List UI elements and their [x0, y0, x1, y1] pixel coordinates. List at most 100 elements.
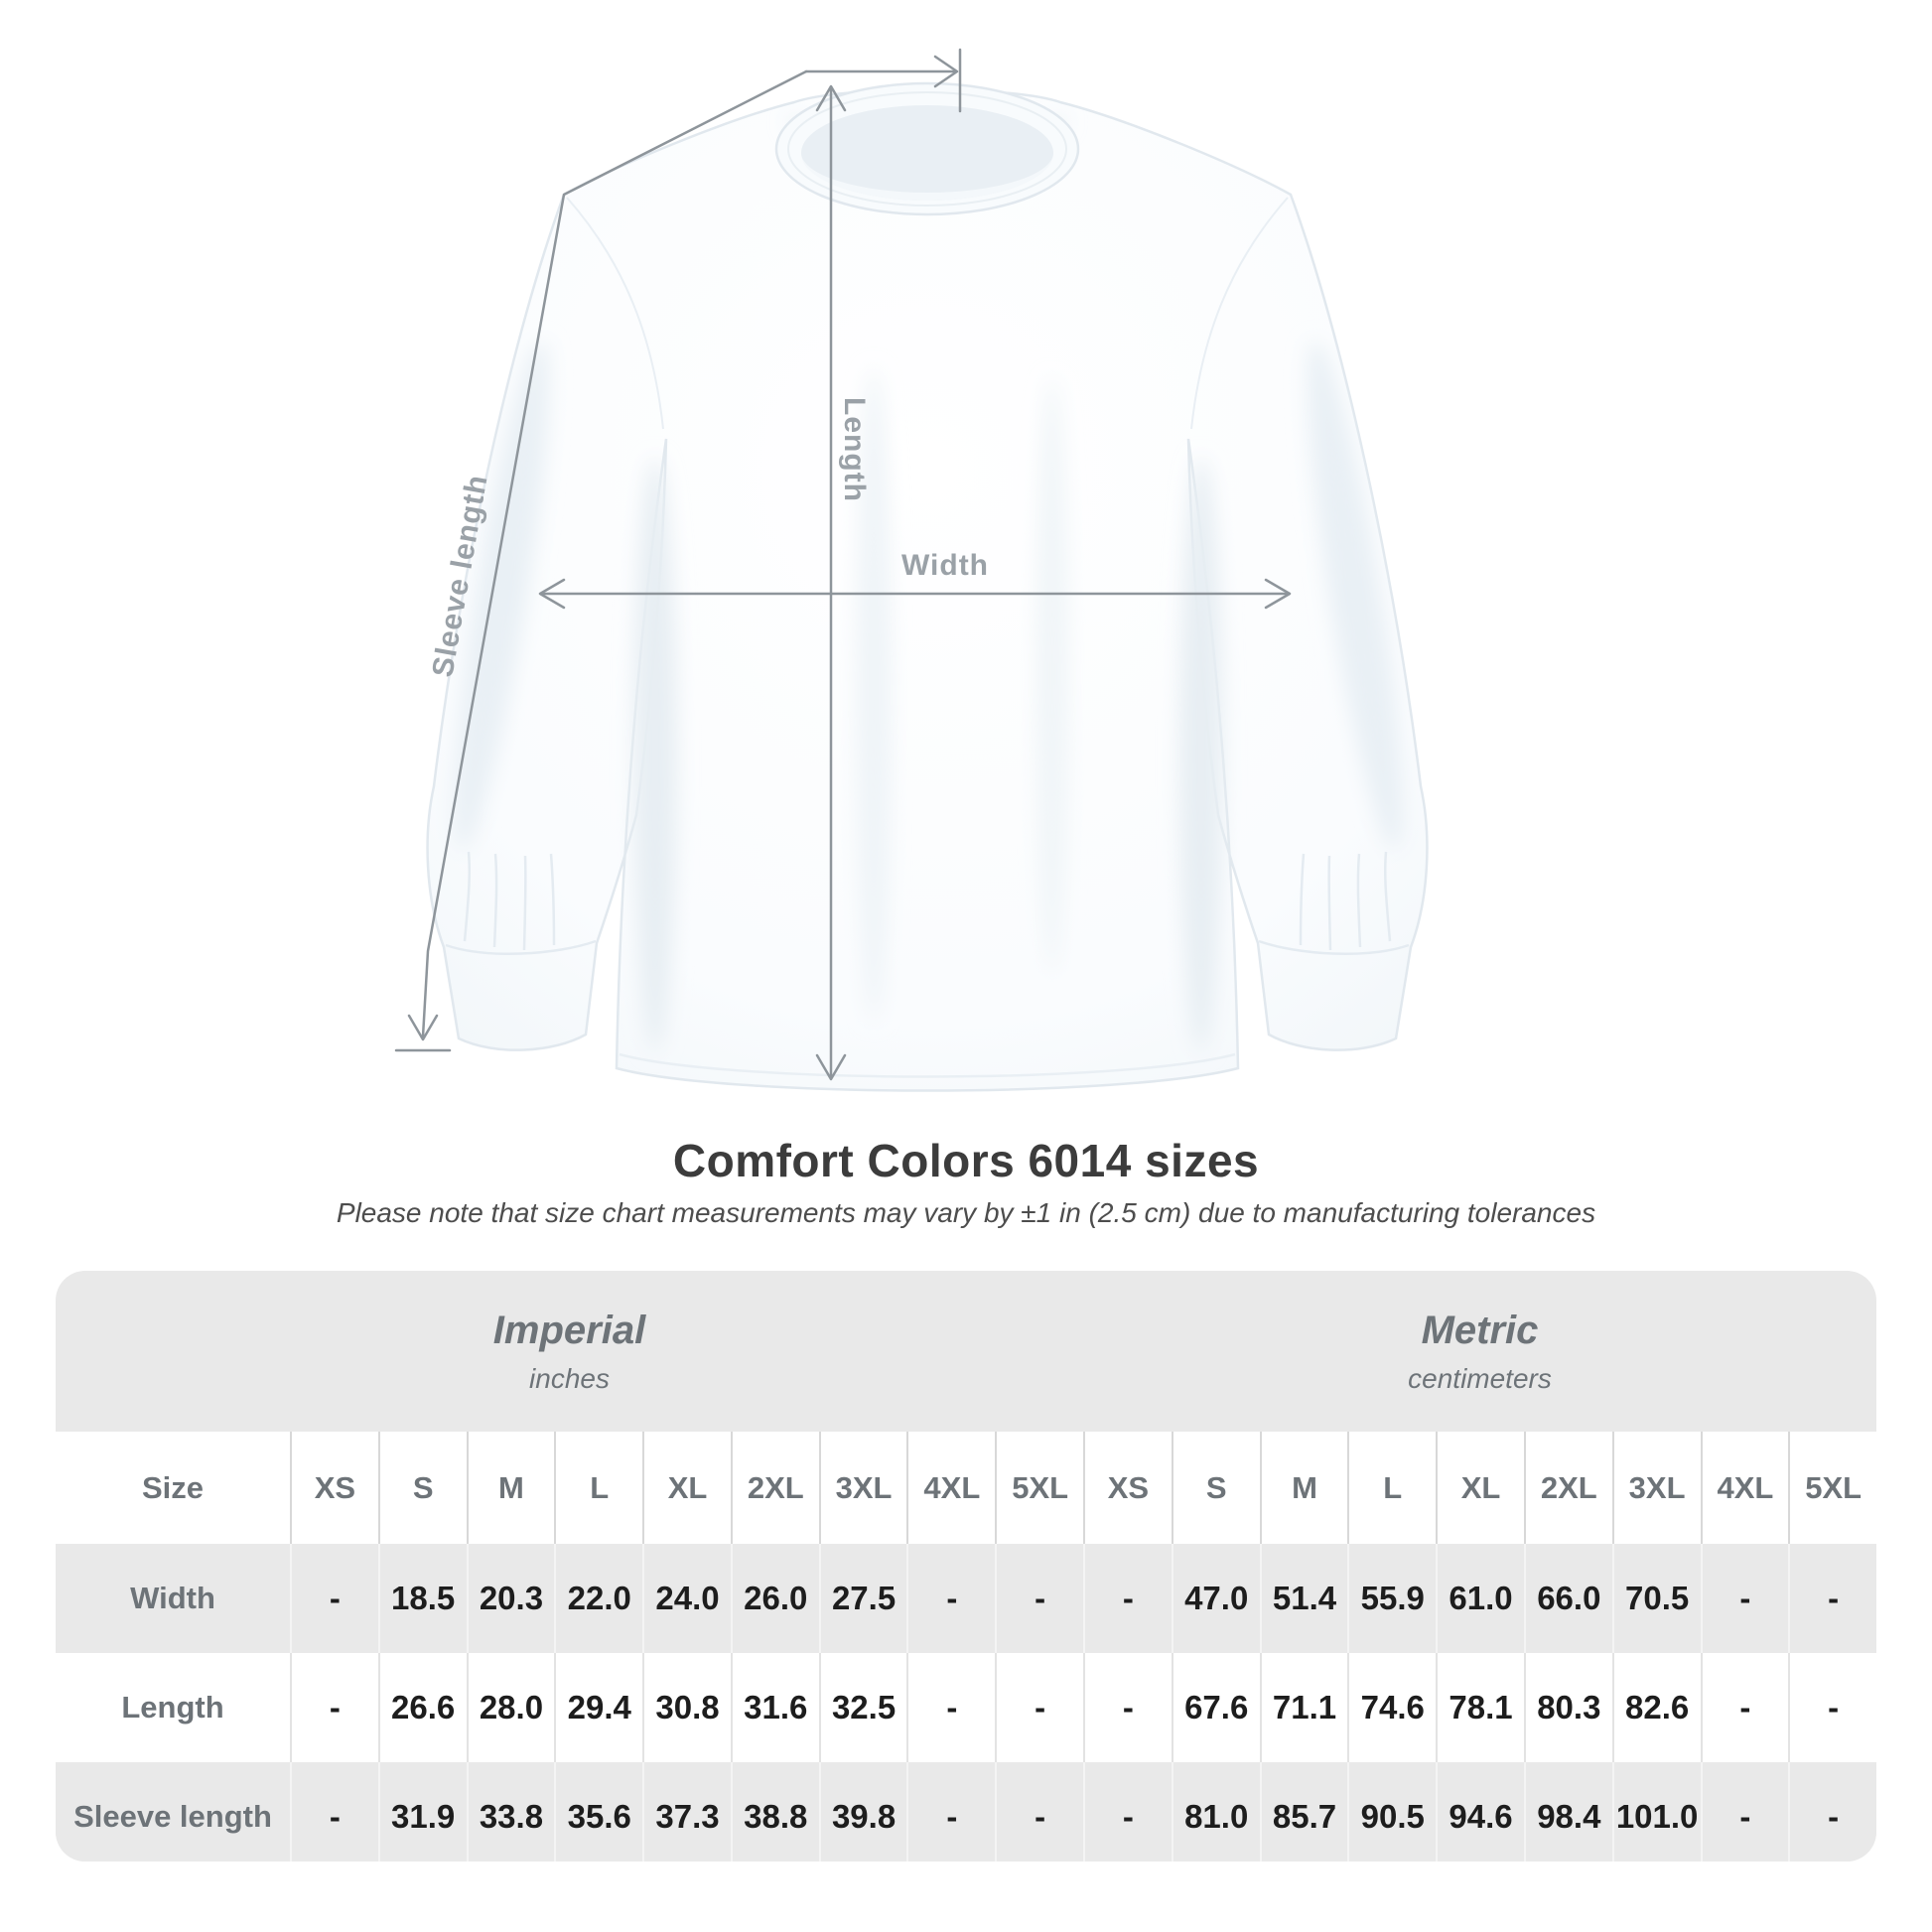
size-header-metric-xs: XS [1083, 1432, 1172, 1544]
measurement-value: 90.5 [1347, 1762, 1436, 1862]
measurement-value: 81.0 [1171, 1762, 1260, 1862]
size-header-metric-xl: XL [1436, 1432, 1524, 1544]
measurement-value: 66.0 [1523, 1544, 1612, 1653]
measurement-value: 32.5 [818, 1653, 907, 1762]
size-header-imperial-s: S [377, 1432, 467, 1544]
measurement-value: - [906, 1653, 995, 1762]
imperial-group-header: Imperial inches [56, 1271, 1083, 1432]
width-measure-label: Width [900, 549, 990, 582]
row-label: Width [130, 1581, 215, 1615]
measurement-value: 37.3 [642, 1762, 731, 1862]
measurement-value: - [1788, 1653, 1876, 1762]
measurement-value: 26.6 [377, 1653, 467, 1762]
imperial-group-unit: inches [529, 1362, 610, 1394]
measurement-value: 20.3 [466, 1544, 555, 1653]
row-label: Sleeve length [73, 1799, 272, 1834]
measurement-value: 67.6 [1171, 1653, 1260, 1762]
measurement-value: - [1083, 1544, 1172, 1653]
measurement-value: - [906, 1762, 995, 1862]
measurement-value: - [995, 1653, 1083, 1762]
shirt-silhouette [426, 81, 1429, 1092]
measurement-value: 18.5 [377, 1544, 467, 1653]
measurement-row-length: Length -26.6 28.0 29.4 30.8 31.6 32.5- - -67.6 71… [56, 1653, 1876, 1762]
measurement-value: 22.0 [554, 1544, 642, 1653]
right-chevron-icon [1264, 578, 1292, 610]
measurement-value: 39.8 [818, 1762, 907, 1862]
measurement-value: 28.0 [466, 1653, 555, 1762]
metric-group-unit: centimeters [1408, 1362, 1552, 1394]
size-header-metric-l: L [1347, 1432, 1436, 1544]
measurement-value: 85.7 [1259, 1762, 1348, 1862]
measurement-value: 29.4 [554, 1653, 642, 1762]
measurement-value: - [1700, 1762, 1789, 1862]
measurement-value: 101.0 [1611, 1762, 1701, 1862]
size-header-metric-s: S [1171, 1432, 1260, 1544]
measurement-value: - [1700, 1544, 1789, 1653]
measurement-value: 38.8 [730, 1762, 819, 1862]
measurement-value: 30.8 [642, 1653, 731, 1762]
size-table: Imperial inches Metric centimeters Size … [56, 1271, 1876, 1862]
measurement-value: 24.0 [642, 1544, 731, 1653]
tolerance-note: Please note that size chart measurements… [336, 1197, 1596, 1228]
measurement-value: 80.3 [1523, 1653, 1612, 1762]
measurement-value: 51.4 [1259, 1544, 1348, 1653]
size-header-metric-2xl: 2XL [1523, 1432, 1612, 1544]
size-header-imperial-xl: XL [642, 1432, 731, 1544]
measurement-lines [394, 48, 1292, 1081]
right-chevron-icon [933, 55, 959, 88]
size-header-imperial-l: L [554, 1432, 642, 1544]
measurement-value: 31.9 [377, 1762, 467, 1862]
left-chevron-icon [538, 578, 566, 610]
metric-group-title: Metric [1421, 1308, 1539, 1352]
size-header-imperial-4xl: 4XL [906, 1432, 995, 1544]
metric-group-header: Metric centimeters [1083, 1271, 1876, 1432]
measurement-value: 71.1 [1259, 1653, 1348, 1762]
size-header-imperial-xs: XS [290, 1432, 378, 1544]
size-header-imperial-3xl: 3XL [818, 1432, 907, 1544]
unit-group-row: Imperial inches Metric centimeters [56, 1271, 1876, 1432]
row-label: Length [121, 1690, 224, 1725]
table-body: Width -18.5 20.3 22.0 24.0 26.0 27.5- - -47.0 51.… [56, 1544, 1876, 1862]
measurement-value: 35.6 [554, 1762, 642, 1862]
down-chevron-icon [407, 1014, 439, 1041]
shirt-illustration [394, 48, 1429, 1092]
measurement-value: 33.8 [466, 1762, 555, 1862]
size-header-metric-3xl: 3XL [1611, 1432, 1701, 1544]
measurement-row-width: Width -18.5 20.3 22.0 24.0 26.0 27.5- - -47.0 51.… [56, 1544, 1876, 1653]
measurement-value: 94.6 [1436, 1762, 1524, 1862]
length-measure-label: Length [838, 397, 871, 502]
page-title: Comfort Colors 6014 sizes [672, 1135, 1260, 1186]
measurement-value: 74.6 [1347, 1653, 1436, 1762]
size-header-metric-5xl: 5XL [1788, 1432, 1876, 1544]
size-header-metric-4xl: 4XL [1700, 1432, 1789, 1544]
measurement-value: - [1700, 1653, 1789, 1762]
sleeve-length-line [421, 69, 808, 1038]
measurement-row-sleeve-length: Sleeve length -31.9 33.8 35.6 37.3 38.8 39.8- -… [56, 1762, 1876, 1862]
measurement-value: - [1788, 1762, 1876, 1862]
measurement-value: - [1788, 1544, 1876, 1653]
size-header-imperial-m: M [466, 1432, 555, 1544]
size-header-imperial-5xl: 5XL [995, 1432, 1083, 1544]
measurement-value: - [906, 1544, 995, 1653]
measurement-value: - [1083, 1653, 1172, 1762]
measurement-value: - [995, 1544, 1083, 1653]
measurement-value: 82.6 [1611, 1653, 1701, 1762]
measurement-value: - [995, 1762, 1083, 1862]
measurement-value: - [1083, 1762, 1172, 1862]
size-column-header: Size [141, 1469, 205, 1505]
measurement-value: 47.0 [1171, 1544, 1260, 1653]
size-header-metric-m: M [1259, 1432, 1348, 1544]
table-header-row: Size XS S M L XL 2XL 3XL 4XL 5XL XS S M L XL 2XL 3XL 4XL… [56, 1432, 1876, 1544]
imperial-group-title: Imperial [492, 1308, 646, 1352]
shirt-collar [774, 81, 1080, 216]
measurement-value: - [290, 1544, 378, 1653]
measurement-value: 70.5 [1611, 1544, 1701, 1653]
measurement-value: 27.5 [818, 1544, 907, 1653]
down-chevron-icon [815, 1053, 847, 1081]
measurement-value: 55.9 [1347, 1544, 1436, 1653]
size-header-imperial-2xl: 2XL [730, 1432, 819, 1544]
measurement-value: - [290, 1762, 378, 1862]
measurement-value: 98.4 [1523, 1762, 1612, 1862]
measurement-value: 61.0 [1436, 1544, 1524, 1653]
